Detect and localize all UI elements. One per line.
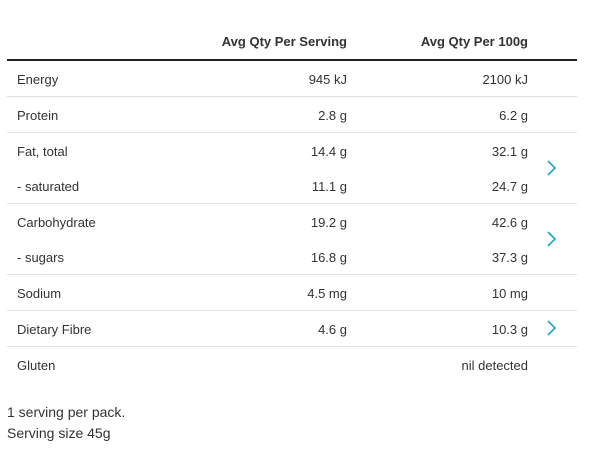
table-row: Protein 2.8 g 6.2 g [7,97,577,132]
row-group-protein: Protein 2.8 g 6.2 g [7,97,577,133]
row-per100-value: 10.3 g [491,322,528,337]
row-per100-value: 24.7 g [491,179,528,194]
row-label: Protein [17,108,59,123]
row-per100-value: 10 mg [491,286,528,301]
table-row: Gluten nil detected [7,347,577,382]
row-serving-value: 945 kJ [308,72,347,87]
row-label: Energy [17,72,59,87]
header-per-100g: Avg Qty Per 100g [420,34,528,49]
row-label: - saturated [17,179,80,194]
table-header: Avg Qty Per Serving Avg Qty Per 100g [7,0,577,61]
row-group-fibre: Dietary Fibre 4.6 g 10.3 g [7,311,577,347]
row-label: Gluten [17,358,56,373]
row-serving-value: 4.6 g [318,322,347,337]
row-label: Carbohydrate [17,215,96,230]
table-row: - saturated 11.1 g 24.7 g [7,168,577,203]
chevron-right-icon[interactable] [545,159,559,177]
chevron-right-icon[interactable] [545,319,559,337]
row-serving-value: 19.2 g [310,215,347,230]
table-row: - sugars 16.8 g 37.3 g [7,239,577,274]
row-group-sodium: Sodium 4.5 mg 10 mg [7,275,577,311]
row-serving-value: 14.4 g [310,144,347,159]
row-per100-value: 32.1 g [491,144,528,159]
row-per100-value: 2100 kJ [482,72,528,87]
row-serving-value: 16.8 g [310,250,347,265]
row-label: Dietary Fibre [17,322,92,337]
row-per100-value: nil detected [461,358,529,373]
row-per100-value: 6.2 g [499,108,528,123]
row-per100-value: 42.6 g [491,215,528,230]
table-row: Dietary Fibre 4.6 g 10.3 g [7,311,577,346]
header-per-serving: Avg Qty Per Serving [221,34,347,49]
row-serving-value: 4.5 mg [307,286,347,301]
serving-info: 1 serving per pack. Serving size 45g [7,402,125,444]
nutrition-table: Avg Qty Per Serving Avg Qty Per 100g Ene… [7,0,577,382]
row-label: Fat, total [17,144,68,159]
table-row: Sodium 4.5 mg 10 mg [7,275,577,310]
chevron-right-icon[interactable] [545,230,559,248]
table-row: Energy 945 kJ 2100 kJ [7,61,577,96]
table-row: Fat, total 14.4 g 32.1 g [7,133,577,168]
row-serving-value: 2.8 g [318,108,347,123]
row-group-gluten: Gluten nil detected [7,347,577,382]
row-group-carbohydrate: Carbohydrate 19.2 g 42.6 g - sugars 16.8… [7,204,577,275]
row-label: Sodium [17,286,62,301]
servings-per-pack: 1 serving per pack. [7,404,126,420]
row-group-energy: Energy 945 kJ 2100 kJ [7,61,577,97]
table-row: Carbohydrate 19.2 g 42.6 g [7,204,577,239]
serving-size: Serving size 45g [7,425,111,441]
row-group-fat: Fat, total 14.4 g 32.1 g - saturated 11.… [7,133,577,204]
row-label: - sugars [17,250,64,265]
row-per100-value: 37.3 g [491,250,528,265]
row-serving-value: 11.1 g [311,179,347,194]
